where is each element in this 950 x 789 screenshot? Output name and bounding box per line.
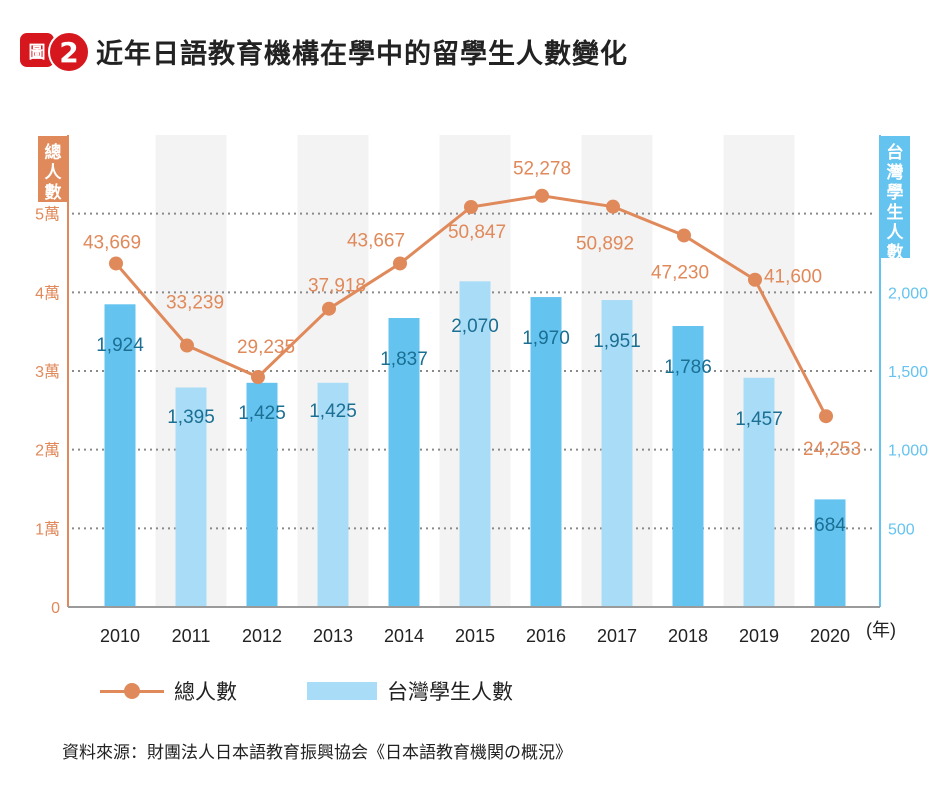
line-point-2020: [819, 409, 833, 424]
bar-value-label: 1,425: [309, 401, 357, 422]
bar-2015: [459, 281, 491, 607]
left-tick-label: 3萬: [35, 363, 60, 381]
line-value-label: 50,892: [576, 234, 634, 255]
x-tick-label: 2017: [597, 626, 637, 646]
line-value-label: 50,847: [448, 222, 506, 243]
line-point-2018: [677, 228, 691, 243]
bar-2016: [530, 297, 562, 607]
line-value-label: 47,230: [651, 262, 709, 283]
line-value-label: 24,253: [803, 439, 861, 460]
line-value-label: 43,669: [83, 232, 141, 253]
bar-value-label: 1,924: [96, 335, 144, 356]
bar-value-label: 1,425: [238, 403, 286, 424]
bar-value-label: 1,837: [380, 349, 428, 370]
left-axis-label-box: [38, 136, 68, 202]
bar-2012: [246, 382, 278, 607]
bar-2013: [317, 382, 349, 607]
figure-badge-number: 2: [48, 31, 90, 73]
right-tick-label: 500: [888, 521, 915, 538]
x-tick-label: 2020: [810, 626, 850, 646]
line-point-2017: [606, 199, 620, 214]
bar-value-label: 1,786: [664, 357, 712, 378]
x-tick-label: 2015: [455, 626, 495, 646]
line-value-label: 33,239: [166, 293, 224, 314]
line-value-label: 52,278: [513, 159, 571, 180]
x-tick-label: 2018: [668, 626, 708, 646]
bar-value-label: 2,070: [451, 316, 499, 337]
x-tick-label: 2019: [739, 626, 779, 646]
x-axis-unit: (年): [866, 620, 896, 640]
left-tick-label: 1萬: [35, 520, 60, 538]
bar-2010: [104, 304, 136, 607]
x-tick-label: 2016: [526, 626, 566, 646]
legend-line-marker-icon: [100, 681, 164, 701]
line-value-label: 29,235: [237, 337, 295, 358]
line-point-2014: [393, 256, 407, 271]
line-point-2016: [535, 188, 549, 203]
chart-legend: 總人數 台灣學生人數: [100, 676, 583, 706]
bar-2019: [743, 377, 775, 607]
legend-item-taiwan: 台灣學生人數: [307, 676, 513, 706]
bar-value-label: 1,970: [522, 328, 570, 349]
right-tick-label: 2,000: [888, 285, 928, 302]
line-value-label: 43,667: [347, 230, 405, 251]
bar-2020: [814, 499, 846, 607]
right-axis-label: 台灣學生人數: [887, 142, 905, 262]
bar-2018: [672, 326, 704, 607]
legend-bar-swatch-icon: [307, 682, 377, 700]
bar-2017: [601, 300, 633, 607]
left-tick-label: 2萬: [35, 442, 60, 460]
line-point-2013: [322, 301, 336, 316]
line-point-2010: [109, 256, 123, 271]
left-tick-label: 5萬: [35, 206, 60, 224]
figure-badge: 圖 2: [20, 31, 90, 73]
left-tick-label: 0: [51, 600, 60, 617]
right-axis-label-box: [880, 136, 910, 258]
legend-label-total: 總人數: [174, 680, 237, 704]
source-note: 資料來源：財團法人日本語教育振興協会《日本語教育機関の概況》: [62, 743, 572, 763]
x-tick-label: 2010: [100, 626, 140, 646]
x-tick-label: 2011: [172, 626, 211, 646]
line-point-2011: [180, 338, 194, 353]
line-value-label: 37,918: [308, 276, 366, 297]
line-point-2019: [748, 272, 762, 287]
bar-2011: [175, 387, 207, 607]
bar-value-label: 684: [814, 515, 846, 536]
bar-2014: [388, 317, 420, 607]
bar-value-label: 1,951: [593, 331, 641, 352]
line-value-label: 41,600: [764, 267, 822, 288]
x-tick-label: 2012: [242, 626, 282, 646]
right-tick-label: 1,000: [888, 443, 928, 460]
legend-item-total: 總人數: [100, 676, 237, 706]
line-point-2015: [464, 200, 478, 215]
chart-header: 圖 2 近年日語教育機構在學中的留學生人數變化: [20, 28, 628, 74]
left-axis-label: 總人數: [45, 142, 63, 202]
x-tick-label: 2014: [384, 626, 424, 646]
left-tick-label: 4萬: [35, 284, 60, 302]
legend-label-taiwan: 台灣學生人數: [387, 680, 513, 704]
right-tick-label: 1,500: [888, 364, 928, 381]
bar-value-label: 1,395: [167, 407, 215, 428]
x-tick-label: 2013: [313, 626, 353, 646]
chart-title: 近年日語教育機構在學中的留學生人數變化: [96, 38, 628, 70]
bar-value-label: 1,457: [735, 409, 783, 430]
line-point-2012: [251, 370, 265, 385]
